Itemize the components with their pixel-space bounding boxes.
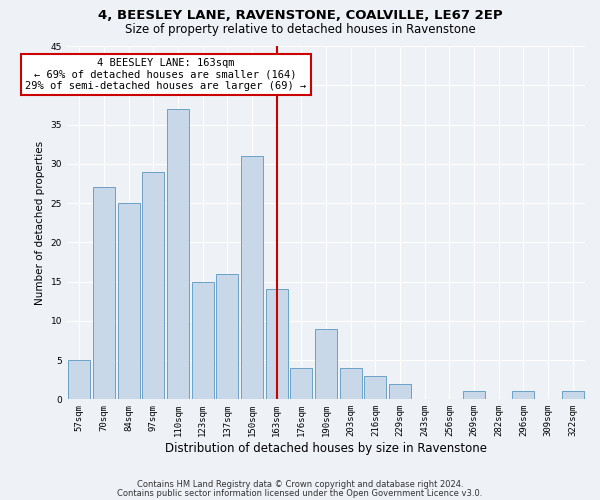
Text: Contains public sector information licensed under the Open Government Licence v3: Contains public sector information licen… (118, 488, 482, 498)
Bar (93, 188, 115, 400)
Y-axis label: Number of detached properties: Number of detached properties (35, 140, 45, 304)
Bar (191, 282, 214, 400)
Bar (266, 290, 288, 400)
Bar (364, 376, 386, 400)
Bar (241, 156, 263, 400)
Bar (68, 360, 91, 400)
Bar (562, 392, 584, 400)
Bar (512, 392, 535, 400)
Bar (118, 203, 140, 400)
Bar (315, 328, 337, 400)
X-axis label: Distribution of detached houses by size in Ravenstone: Distribution of detached houses by size … (165, 442, 487, 455)
Text: Size of property relative to detached houses in Ravenstone: Size of property relative to detached ho… (125, 22, 475, 36)
Bar (142, 172, 164, 400)
Bar (290, 368, 313, 400)
Text: 4 BEESLEY LANE: 163sqm
← 69% of detached houses are smaller (164)
29% of semi-de: 4 BEESLEY LANE: 163sqm ← 69% of detached… (25, 58, 307, 91)
Bar (167, 109, 189, 400)
Bar (389, 384, 411, 400)
Text: 4, BEESLEY LANE, RAVENSTONE, COALVILLE, LE67 2EP: 4, BEESLEY LANE, RAVENSTONE, COALVILLE, … (98, 9, 502, 22)
Bar (216, 274, 238, 400)
Bar (463, 392, 485, 400)
Bar (340, 368, 362, 400)
Text: Contains HM Land Registry data © Crown copyright and database right 2024.: Contains HM Land Registry data © Crown c… (137, 480, 463, 489)
